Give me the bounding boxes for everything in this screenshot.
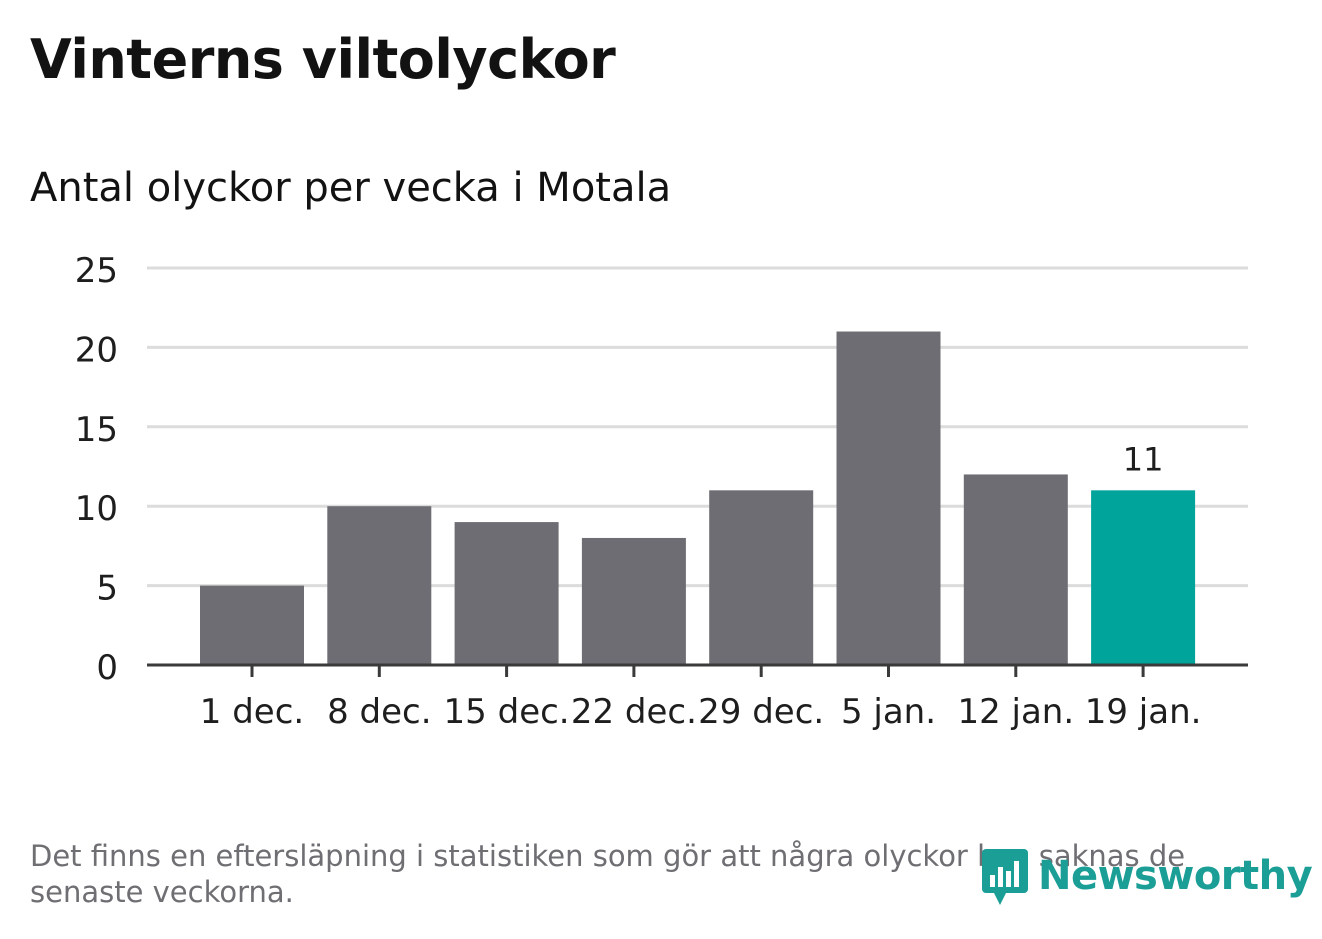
x-tick-label: 22 dec. <box>571 692 697 732</box>
gridlines <box>147 266 1248 588</box>
bar-8-dec <box>327 506 432 665</box>
y-tick-label: 25 <box>75 251 118 291</box>
chart-subtitle: Antal olyckor per vecka i Motala <box>30 165 672 211</box>
data-label-highlight: 11 <box>1123 440 1164 478</box>
x-tick-label: 29 dec. <box>698 692 824 732</box>
x-tick-label: 15 dec. <box>444 692 570 732</box>
bars <box>200 331 1196 665</box>
newsworthy-logo: Newsworthy <box>980 845 1313 907</box>
newsworthy-logo-icon <box>982 849 1028 905</box>
y-axis-ticks: 0 5 10 15 20 25 <box>75 251 118 688</box>
chart-title: Vinterns viltolyckor <box>30 28 616 91</box>
x-tick-label: 5 jan. <box>841 692 936 732</box>
bar-5-jan <box>836 331 941 665</box>
newsworthy-brand: Newsworthy <box>1038 853 1313 899</box>
x-tick-label: 12 jan. <box>957 692 1074 732</box>
y-tick-label: 10 <box>75 489 118 529</box>
x-axis <box>147 663 1248 677</box>
bar-12-jan <box>963 474 1068 665</box>
x-tick-label: 8 dec. <box>327 692 431 732</box>
bar-19-jan <box>1091 490 1196 665</box>
bar-chart: 0 5 10 15 20 25 1 dec. 8 dec. 15 dec. 22 dec. 29 … <box>75 251 1248 732</box>
bar-1-dec <box>200 585 304 665</box>
y-tick-label: 15 <box>75 410 118 450</box>
bar-29-dec <box>709 490 814 665</box>
y-tick-label: 5 <box>96 569 118 609</box>
bar-22-dec <box>581 537 686 665</box>
x-axis-ticks: 1 dec. 8 dec. 15 dec. 22 dec. 29 dec. 5 jan. 1… <box>200 692 1202 732</box>
x-tick-label: 1 dec. <box>200 692 304 732</box>
bar-15-dec <box>454 522 559 665</box>
y-tick-label: 20 <box>75 330 118 370</box>
data-labels: 11 <box>1123 440 1164 478</box>
y-tick-label: 0 <box>96 648 118 688</box>
x-tick-label: 19 jan. <box>1085 692 1202 732</box>
